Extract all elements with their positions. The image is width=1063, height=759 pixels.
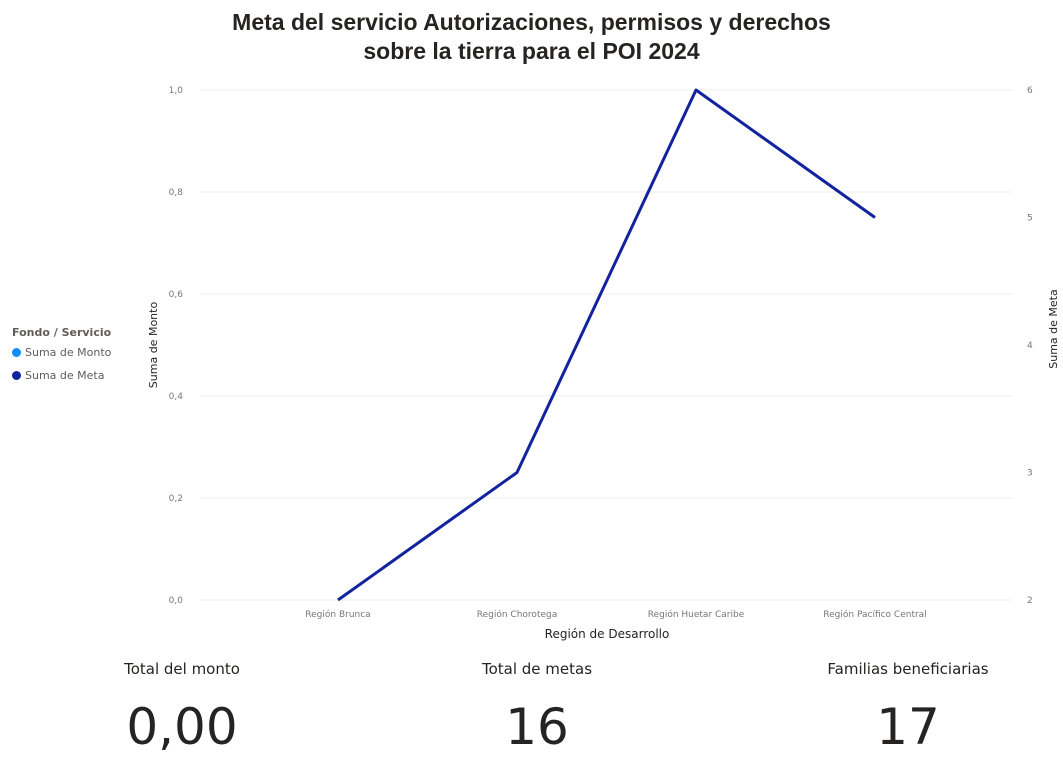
right-tick-label: 5 — [1027, 214, 1033, 224]
x-axis-ticks: Región Brunca Región Chorotega Región Huet… — [305, 609, 926, 620]
y-axis-left-label: Suma de Monto — [147, 302, 160, 389]
card-total-metas: Total de metas 16 — [387, 660, 687, 756]
left-axis-ticks: 0,0 0,2 0,4 0,6 0,8 1,0 — [169, 86, 184, 606]
card-label: Total del monto — [124, 660, 240, 678]
gridlines — [200, 89, 1012, 601]
legend-marker-meta — [12, 371, 21, 380]
card-total-monto: Total del monto 0,00 — [32, 660, 332, 756]
left-tick-label: 0,8 — [169, 188, 184, 198]
x-axis-label: Región de Desarrollo — [545, 627, 670, 641]
legend-item-monto[interactable]: Suma de Monto — [12, 346, 111, 359]
left-tick-label: 1,0 — [169, 86, 184, 96]
left-tick-label: 0,2 — [169, 494, 183, 504]
left-tick-label: 0,6 — [169, 290, 184, 300]
left-tick-label: 0,0 — [169, 596, 184, 606]
right-tick-label: 6 — [1027, 86, 1033, 96]
left-tick-label: 0,4 — [169, 392, 184, 402]
series-line-meta — [337, 88, 876, 602]
chart-title: Meta del servicio Autorizaciones, permis… — [0, 8, 1063, 66]
card-label: Familias beneficiarias — [827, 660, 989, 678]
card-value: 0,00 — [126, 698, 238, 756]
right-tick-label: 2 — [1027, 596, 1033, 606]
legend-marker-monto — [12, 348, 21, 357]
legend-item-meta[interactable]: Suma de Meta — [12, 369, 111, 382]
x-tick-label: Región Chorotega — [477, 609, 557, 620]
right-tick-label: 3 — [1027, 469, 1033, 479]
x-tick-label: Región Pacífico Central — [823, 609, 926, 620]
card-familias-beneficiarias: Familias beneficiarias 17 — [758, 660, 1058, 756]
y-axis-right-label: Suma de Meta — [1047, 289, 1060, 368]
chart-title-line-2: sobre la tierra para el POI 2024 — [363, 38, 700, 64]
chart-title-line-1: Meta del servicio Autorizaciones, permis… — [232, 9, 831, 35]
right-tick-label: 4 — [1027, 341, 1033, 351]
x-tick-label: Región Brunca — [305, 609, 370, 620]
card-label: Total de metas — [481, 660, 593, 678]
legend-label-monto: Suma de Monto — [25, 346, 112, 359]
right-axis-ticks: 2 3 4 5 6 — [1027, 86, 1033, 606]
legend: Fondo / Servicio Suma de Monto Suma de M… — [12, 326, 111, 392]
x-tick-label: Región Huetar Caribe — [648, 609, 745, 620]
legend-title: Fondo / Servicio — [12, 326, 112, 339]
series-lines — [337, 88, 876, 602]
card-value: 16 — [505, 698, 569, 756]
legend-label-meta: Suma de Meta — [25, 369, 105, 382]
card-value: 17 — [876, 698, 940, 756]
